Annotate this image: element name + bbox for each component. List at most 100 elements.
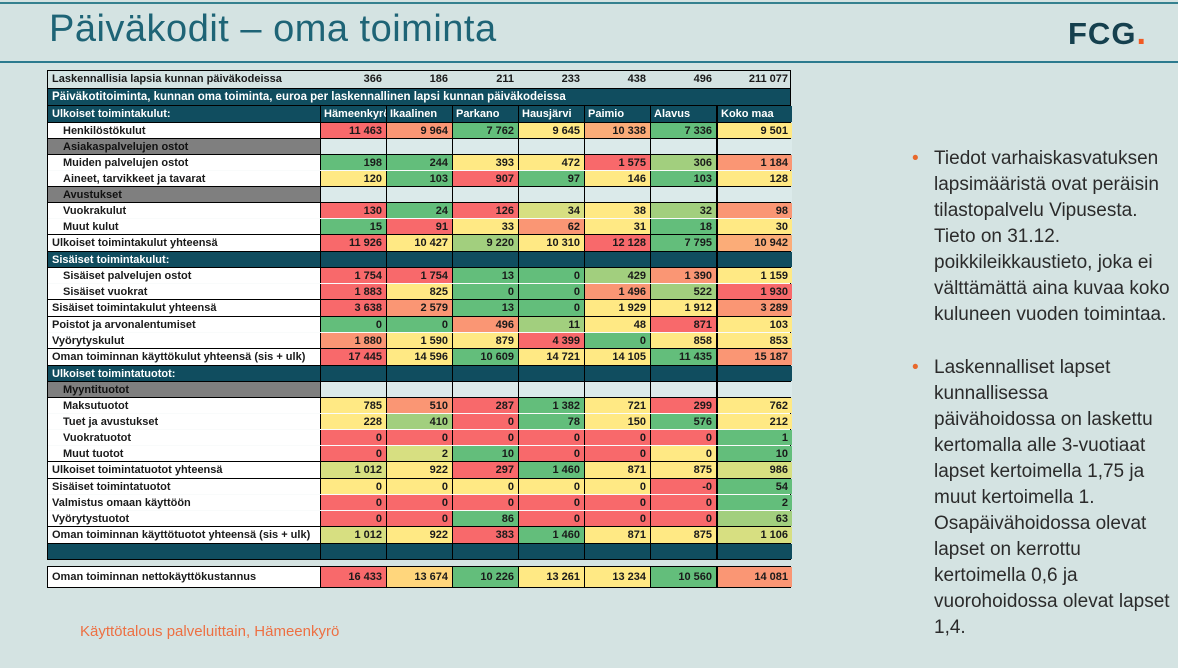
value-cell: 496 <box>693 73 712 85</box>
value-cell: 13 <box>452 268 518 283</box>
value-cell: 0 <box>650 430 716 445</box>
value-cell <box>386 366 452 381</box>
value-cell: 0 <box>650 446 716 461</box>
value-cell: 1 754 <box>386 268 452 283</box>
row-label: Myyntituotot <box>48 382 320 397</box>
row-label: Muut kulut <box>48 219 320 234</box>
value-cell: 103 <box>386 171 452 186</box>
table-row: Vuokratuotot 0 0 0 0 0 0 1 <box>48 429 792 445</box>
value-cell: 86 <box>452 511 518 526</box>
value-cell: 1 929 <box>584 300 650 316</box>
top-accent-line <box>0 2 1178 4</box>
bullet-text: Tiedot varhaiskasvatuksen lapsimääristä … <box>934 148 1170 325</box>
value-cell: 0 <box>518 284 584 299</box>
table-row: Laskennallisia lapsia kunnan päiväkodeis… <box>48 71 790 88</box>
value-cell: 11 463 <box>320 123 386 138</box>
value-cell: 103 <box>650 171 716 186</box>
value-cell: 211 <box>496 73 514 85</box>
value-cell: 98 <box>716 203 792 218</box>
value-cell: 1 880 <box>320 333 386 348</box>
value-cell: 33 <box>452 219 518 234</box>
value-cell: 48 <box>584 317 650 332</box>
value-cell: 186 <box>429 73 448 85</box>
notes-panel: • Tiedot varhaiskasvatuksen lapsimäärist… <box>912 146 1170 668</box>
value-cell: 2 <box>386 446 452 461</box>
column-header: Ikaalinen <box>386 106 452 122</box>
value-cell: 9 501 <box>716 123 792 138</box>
value-cell: 576 <box>650 414 716 429</box>
table-row: Muut kulut 15 91 33 62 31 18 30 <box>48 218 792 234</box>
row-label: Poistot ja arvonalentumiset <box>48 317 320 332</box>
table-row: Vyörytystuotot 0 0 86 0 0 0 63 <box>48 510 792 526</box>
row-label: Muiden palvelujen ostot <box>48 155 320 170</box>
table-row: Ulkoiset toimintatuotot yhteensä 1 012 922… <box>48 461 792 478</box>
value-cell: 62 <box>518 219 584 234</box>
value-cell: 0 <box>452 495 518 510</box>
value-cell <box>386 544 452 559</box>
value-cell: 0 <box>386 479 452 494</box>
row-label: Sisäiset toimintakulut: <box>48 252 320 267</box>
value-cell: 0 <box>452 284 518 299</box>
value-cell: 228 <box>320 414 386 429</box>
table-row: Sisäiset toimintakulut yhteensä 3 638 2 57… <box>48 299 792 316</box>
value-cell: 10 338 <box>584 123 650 138</box>
value-cell <box>320 366 386 381</box>
value-cell: 0 <box>386 317 452 332</box>
value-cell: 1 390 <box>650 268 716 283</box>
value-cell: 11 926 <box>320 235 386 251</box>
value-cell: 7 795 <box>650 235 716 251</box>
value-cell <box>452 252 518 267</box>
fcg-logo: FCG. <box>1068 14 1147 53</box>
value-cell <box>320 252 386 267</box>
value-cell: 1 496 <box>584 284 650 299</box>
value-cell: 10 310 <box>518 235 584 251</box>
value-cell: 0 <box>320 479 386 494</box>
value-cell <box>452 366 518 381</box>
value-cell: 871 <box>650 317 716 332</box>
value-cell: 13 234 <box>584 567 650 587</box>
column-header: Alavus <box>650 106 716 122</box>
value-cell <box>716 139 792 154</box>
value-cell <box>584 252 650 267</box>
value-cell: 875 <box>650 462 716 478</box>
value-cell <box>320 544 386 559</box>
value-cell: 128 <box>716 171 792 186</box>
value-cell: 14 721 <box>518 349 584 365</box>
value-cell: 0 <box>386 495 452 510</box>
value-cell: 366 <box>363 73 382 85</box>
value-cell: 0 <box>452 430 518 445</box>
value-cell: 4 399 <box>518 333 584 348</box>
bullet-dot-icon: • <box>912 148 919 169</box>
value-cell: 30 <box>716 219 792 234</box>
value-cell: 10 609 <box>452 349 518 365</box>
value-cell: 97 <box>518 171 584 186</box>
row-label: Oman toiminnan käyttökulut yhteensä (sis… <box>48 349 320 365</box>
row-label: Tuet ja avustukset <box>48 414 320 429</box>
table-row: Muut tuotot 0 2 10 0 0 0 10 <box>48 445 792 461</box>
value-cell: 0 <box>386 511 452 526</box>
row-label: Sisäiset toimintatuotot <box>48 479 320 494</box>
value-cell: 10 427 <box>386 235 452 251</box>
value-cell: 429 <box>584 268 650 283</box>
value-cell <box>584 139 650 154</box>
value-cell: 0 <box>320 446 386 461</box>
value-cell <box>650 382 716 397</box>
value-cell: 496 <box>452 317 518 332</box>
table-row: Oman toiminnan nettokäyttökustannus 16 43… <box>48 567 792 587</box>
row-label: Vuokratuotot <box>48 430 320 445</box>
row-label: Vyörytyskulut <box>48 333 320 348</box>
value-cell: 14 596 <box>386 349 452 365</box>
row-label: Asiakaspalvelujen ostot <box>48 139 320 154</box>
value-cell: 0 <box>320 495 386 510</box>
value-cell <box>386 139 452 154</box>
value-cell: 1 912 <box>650 300 716 316</box>
value-cell: 0 <box>518 511 584 526</box>
value-cell: 0 <box>386 430 452 445</box>
footer-note: Käyttötalous palveluittain, Hämeenkyrö <box>80 623 340 640</box>
row-label: Aineet, tarvikkeet ja tavarat <box>48 171 320 186</box>
value-cell: 0 <box>584 446 650 461</box>
value-cell <box>518 366 584 381</box>
table-band-title: Päiväkotitoiminta, kunnan oma toiminta, … <box>48 89 790 105</box>
value-cell: 32 <box>650 203 716 218</box>
value-cell: 1 754 <box>320 268 386 283</box>
